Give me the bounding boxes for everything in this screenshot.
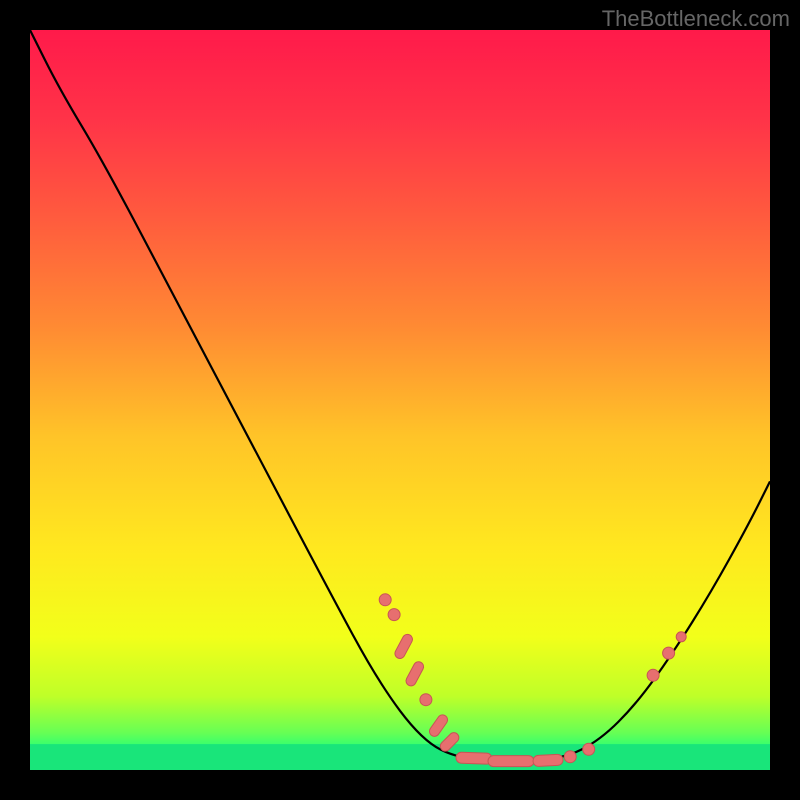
data-marker bbox=[533, 754, 564, 767]
data-marker bbox=[428, 713, 450, 738]
data-marker bbox=[379, 594, 391, 606]
curve-layer bbox=[30, 30, 770, 770]
data-marker bbox=[647, 669, 659, 681]
data-marker bbox=[420, 694, 432, 706]
data-marker bbox=[663, 647, 675, 659]
data-marker bbox=[404, 660, 425, 688]
data-marker bbox=[488, 756, 534, 767]
data-markers bbox=[379, 594, 686, 767]
data-marker bbox=[456, 752, 492, 764]
plot-area bbox=[30, 30, 770, 770]
watermark-text: TheBottleneck.com bbox=[602, 6, 790, 32]
data-marker bbox=[676, 632, 686, 642]
data-marker bbox=[438, 731, 461, 754]
data-marker bbox=[583, 743, 595, 755]
chart-container: TheBottleneck.com bbox=[0, 0, 800, 800]
data-marker bbox=[564, 751, 576, 763]
data-marker bbox=[388, 609, 400, 621]
data-marker bbox=[393, 633, 414, 661]
